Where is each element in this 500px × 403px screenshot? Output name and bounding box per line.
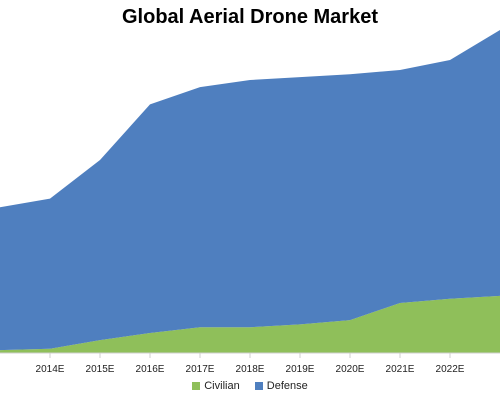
area-defense [0,30,500,351]
x-tick-label: 2018E [236,364,265,375]
legend-item-civilian: Civilian [192,380,240,392]
x-tick-label: 2014E [36,364,65,375]
x-tick-label: 2017E [186,364,215,375]
x-axis-ticks: 2014E 2015E 2016E 2017E 2018E 2019E 2020E 2021E… [36,353,465,375]
x-tick-label: 2016E [136,364,165,375]
x-tick-label: 2020E [336,364,365,375]
legend-swatch-defense [254,382,263,390]
x-tick-label: 2021E [386,364,415,375]
area-civilian [0,295,500,353]
legend: Civilian Defense [0,380,500,393]
legend-label-civilian: Civilian [204,380,240,392]
legend-swatch-civilian [192,382,201,390]
chart-title: Global Aerial Drone Market [122,6,378,28]
legend-item-defense: Defense [254,380,308,392]
x-tick-label: 2015E [86,364,115,375]
brand-watermark: BI Intelligence [14,73,159,97]
x-tick-label: 2022E [436,364,465,375]
x-tick-label: 2019E [286,364,315,375]
chart-areas [0,30,500,353]
legend-label-defense: Defense [266,380,308,392]
